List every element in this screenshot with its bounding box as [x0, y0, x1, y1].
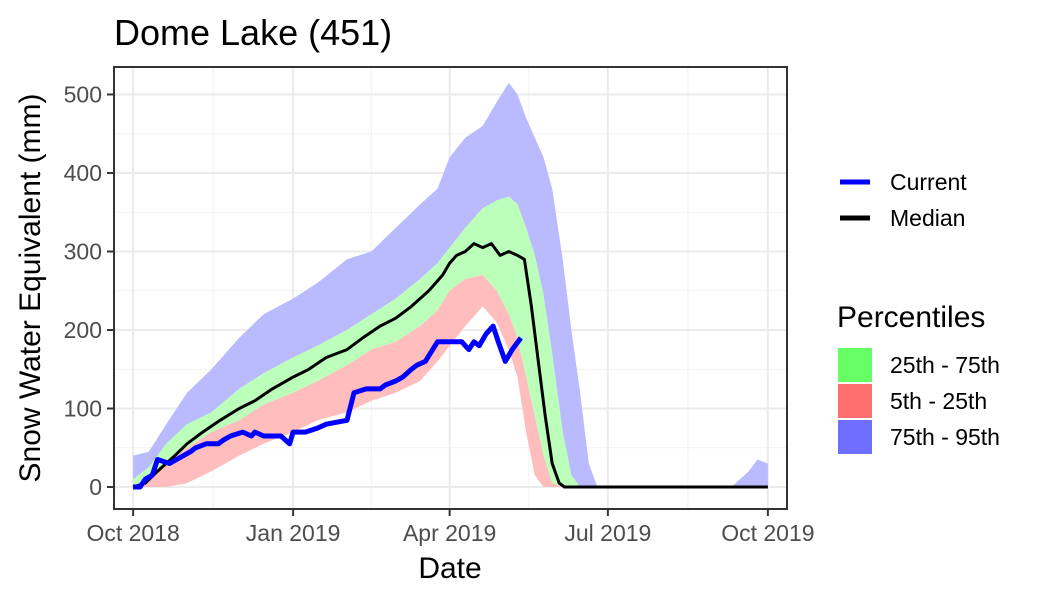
- x-axis-title: Date: [418, 552, 481, 585]
- y-tick-label: 500: [64, 81, 102, 107]
- x-tick-label: Apr 2019: [403, 520, 496, 546]
- y-tick-label: 0: [89, 474, 102, 500]
- legend-label-band: 75th - 95th: [890, 424, 1000, 450]
- band-25th-75th: [133, 196, 598, 487]
- series-lines: [132, 242, 768, 490]
- series-line-median: [132, 242, 768, 489]
- legend-label-band: 25th - 75th: [890, 352, 1000, 378]
- legend-key-band: [838, 384, 872, 418]
- band-75th-95th-late: [731, 459, 768, 487]
- legend-key-band: [838, 348, 872, 382]
- y-tick-label: 300: [64, 238, 102, 264]
- legend-label-current: Current: [890, 169, 967, 195]
- y-tick-label: 100: [64, 396, 102, 422]
- chart-title: Dome Lake (451): [114, 12, 392, 53]
- legend-key-band: [838, 420, 872, 454]
- legend-label-median: Median: [890, 205, 965, 231]
- y-axis-ticks: 0 100 200 300 400 500: [64, 81, 114, 500]
- legend: Current Median Percentiles 25th - 75th 5th -…: [837, 169, 1000, 454]
- x-axis-ticks: Oct 2018 Jan 2019 Apr 2019 Jul 2019 Oct 2019: [86, 509, 815, 546]
- y-tick-label: 200: [64, 317, 102, 343]
- y-tick-label: 400: [64, 160, 102, 186]
- x-tick-label: Oct 2019: [721, 520, 814, 546]
- x-tick-label: Jan 2019: [246, 520, 341, 546]
- legend-title-percentiles: Percentiles: [837, 301, 985, 334]
- x-tick-label: Jul 2019: [564, 520, 651, 546]
- series-line-current: [133, 323, 523, 490]
- x-tick-label: Oct 2018: [86, 520, 179, 546]
- legend-label-band: 5th - 25th: [890, 388, 987, 414]
- band-75th-95th: [133, 82, 598, 487]
- y-axis-title: Snow Water Equivalent (mm): [14, 93, 47, 482]
